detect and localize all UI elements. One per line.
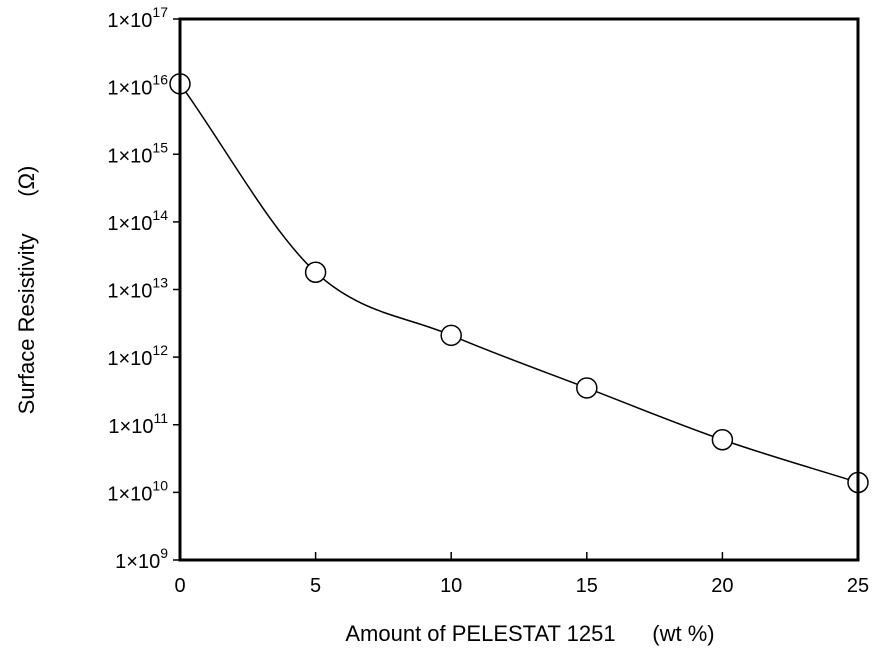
y-axis-title: Surface Resistivity (Ω) [14, 166, 39, 415]
y-tick-label: 1×1014 [107, 207, 168, 235]
x-tick-label: 15 [576, 575, 598, 597]
y-tick-label: 1×1011 [108, 410, 168, 438]
data-point-marker [304, 261, 327, 283]
x-axis-ticks: 0 5 10 15 20 25 [174, 552, 869, 597]
y-tick-label: 1×1015 [107, 139, 168, 167]
x-tick-label: 0 [174, 575, 185, 597]
data-markers [169, 73, 869, 494]
y-tick-label: 1×1010 [107, 477, 168, 505]
x-tick-label: 20 [711, 575, 733, 597]
plot-area-frame [178, 17, 860, 562]
data-point-marker [440, 324, 462, 347]
series-line [179, 83, 859, 484]
y-tick-label: 1×1017 [107, 4, 168, 32]
x-tick-label: 5 [310, 575, 321, 597]
data-point-marker [711, 429, 734, 451]
x-tick-label: 25 [847, 575, 869, 597]
y-tick-label: 1×1012 [107, 342, 168, 370]
x-tick-label: 10 [440, 575, 462, 597]
y-tick-label: 1×1013 [107, 275, 168, 303]
data-point-marker [576, 377, 598, 399]
y-tick-label: 1×1016 [107, 72, 168, 100]
y-tick-label: 1×109 [115, 545, 168, 573]
y-axis-ticks: 1×109 1×1010 1×1011 1×1012 1×1013 1×1014 1×101… [107, 4, 180, 573]
x-axis-title: Amount of PELESTAT 1251 (wt %) [345, 621, 714, 646]
